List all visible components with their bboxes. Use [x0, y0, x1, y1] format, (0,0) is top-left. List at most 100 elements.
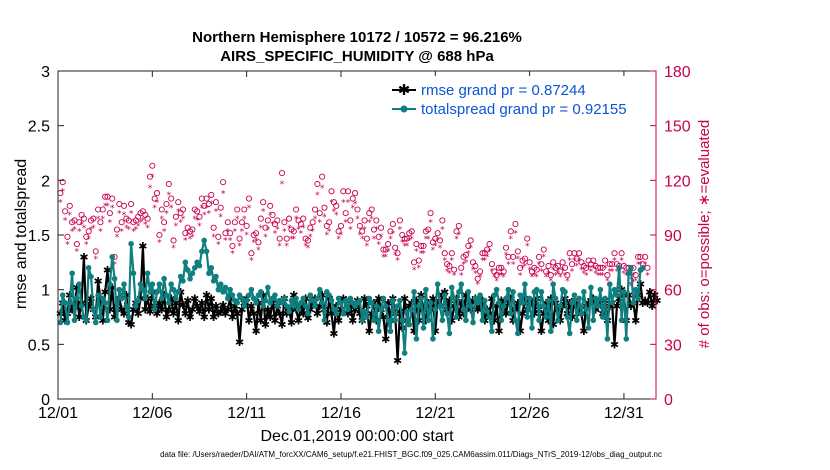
obs-possible-marker	[514, 248, 521, 255]
obs-possible-marker	[337, 222, 345, 229]
obs-possible-marker	[224, 219, 231, 226]
obs-evaluated-marker: *	[464, 259, 469, 269]
totalspread-point	[71, 317, 78, 324]
totalspread-point	[639, 265, 646, 271]
rmse-point: ✱	[138, 240, 147, 253]
plot-background	[58, 71, 656, 399]
obs-evaluated-marker: *	[112, 260, 117, 270]
rmse-point: ✱	[174, 314, 183, 327]
totalspread-point	[448, 284, 455, 291]
obs-evaluated-marker: *	[527, 266, 532, 276]
obs-evaluated-marker: *	[244, 231, 249, 241]
totalspread-point	[451, 295, 457, 302]
rmse-point: ✱	[216, 306, 225, 319]
rmse-point: ✱	[567, 311, 576, 324]
obs-evaluated-marker: *	[428, 218, 433, 228]
obs-evaluated-marker: *	[478, 273, 483, 283]
obs-evaluated-marker: *	[348, 226, 353, 236]
totalspread-point	[66, 299, 73, 306]
totalspread-point	[569, 299, 575, 306]
rmse-point: ✱	[549, 319, 558, 332]
obs-possible-marker	[281, 219, 288, 226]
totalspread-point	[95, 292, 101, 298]
obs-possible-marker	[238, 219, 245, 226]
totalspread-point	[182, 259, 189, 266]
obs-possible-marker	[467, 237, 474, 244]
totalspread-point	[597, 286, 604, 293]
y-tick-label: 1.5	[28, 228, 50, 245]
obs-possible-marker	[163, 200, 170, 208]
rmse-point: ✱	[223, 303, 232, 316]
obs-evaluated-marker: *	[579, 266, 584, 276]
totalspread-point	[265, 284, 271, 291]
totalspread-point	[338, 299, 344, 306]
rmse-point: ✱	[334, 314, 343, 327]
rmse-point: ✱	[539, 308, 548, 321]
plot-area	[58, 71, 656, 399]
totalspread-point	[408, 306, 415, 313]
rmse-point: ✱	[207, 292, 216, 305]
rmse-point: ✱	[197, 297, 206, 310]
obs-possible-marker	[453, 228, 460, 235]
obs-possible-marker	[538, 261, 545, 268]
totalspread-point	[305, 310, 311, 317]
obs-possible-marker	[146, 173, 154, 180]
rmse-point: ✱	[542, 297, 551, 310]
obs-evaluated-marker: *	[185, 231, 190, 241]
obs-possible-marker	[257, 215, 264, 222]
rmse-point: ✱	[626, 300, 635, 313]
totalspread-point	[161, 275, 167, 282]
totalspread-point	[74, 295, 80, 302]
y-tick-label-right: 180	[664, 64, 691, 81]
totalspread-point	[623, 336, 630, 342]
totalspread-point	[140, 286, 146, 293]
totalspread-point	[465, 289, 472, 295]
totalspread-point	[331, 306, 337, 313]
rmse-point: ✱	[145, 306, 154, 319]
rmse-point: ✱	[86, 292, 95, 305]
rmse-point: ✱	[492, 300, 501, 313]
obs-evaluated-marker: *	[152, 204, 157, 214]
obs-evaluated-marker: *	[584, 271, 589, 281]
rmse-point: ✱	[263, 303, 272, 316]
rmse-point: ✱	[546, 292, 555, 305]
rmse-point: ✱	[516, 325, 525, 338]
obs-possible-marker	[297, 221, 304, 228]
rmse-point: ✱	[183, 295, 192, 308]
obs-possible-marker	[274, 217, 281, 224]
totalspread-point	[543, 314, 549, 320]
obs-possible-marker	[564, 272, 571, 279]
obs-evaluated-marker: *	[402, 242, 407, 252]
obs-possible-marker	[319, 173, 326, 180]
obs-evaluated-marker: *	[296, 226, 301, 236]
totalspread-point	[175, 289, 182, 295]
obs-possible-marker	[347, 217, 354, 224]
rmse-point: ✱	[445, 295, 454, 308]
y-tick-label-right: 120	[664, 173, 691, 190]
totalspread-point	[628, 265, 634, 271]
obs-evaluated-marker: *	[259, 224, 264, 234]
totalspread-point	[248, 286, 255, 293]
obs-evaluated-marker: *	[638, 260, 643, 270]
obs-evaluated-marker: *	[374, 226, 379, 236]
obs-evaluated-marker: *	[339, 231, 344, 241]
obs-evaluated-marker: *	[426, 235, 431, 245]
rmse-point: ✱	[409, 325, 418, 338]
obs-evaluated-marker: *	[391, 229, 396, 239]
obs-possible-marker	[408, 228, 415, 235]
x-tick-label: 12/06	[132, 405, 172, 422]
totalspread-point	[59, 292, 66, 298]
obs-evaluated-marker: *	[355, 215, 360, 225]
obs-possible-marker	[517, 264, 524, 271]
rmse-point: ✱	[117, 303, 126, 316]
totalspread-point	[222, 284, 229, 291]
obs-possible-marker	[80, 215, 87, 222]
totalspread-point	[208, 265, 215, 271]
obs-possible-marker	[507, 228, 514, 235]
obs-evaluated-marker: *	[101, 215, 106, 225]
obs-evaluated-marker: *	[445, 268, 450, 278]
obs-evaluated-marker: *	[641, 268, 646, 278]
obs-evaluated-marker: *	[254, 237, 259, 247]
rmse-point: ✱	[381, 333, 390, 346]
totalspread-point	[550, 281, 556, 288]
